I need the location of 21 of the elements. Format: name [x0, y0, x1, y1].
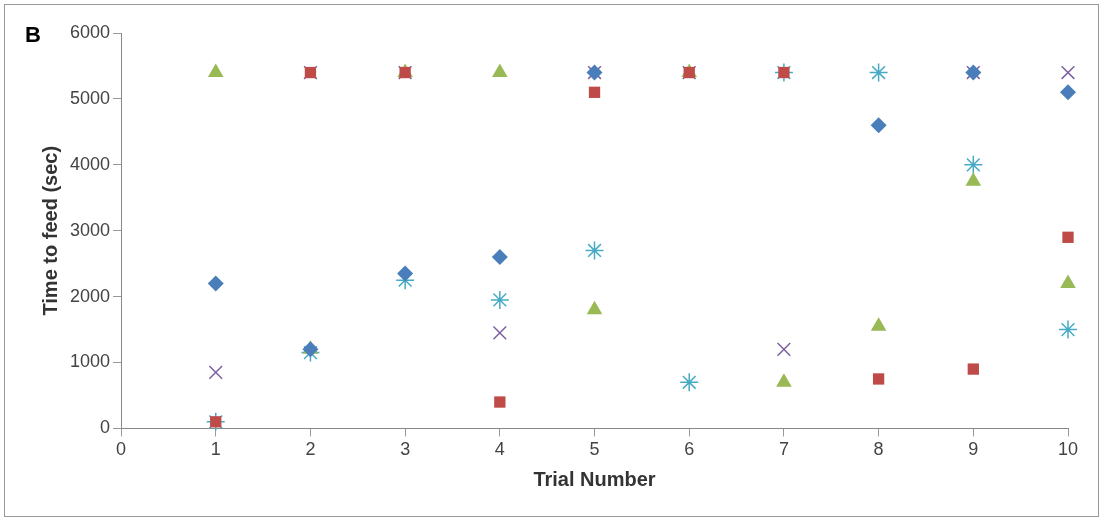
y-tick-label: 2000 — [70, 285, 111, 306]
y-axis-title: Time to feed (sec) — [38, 145, 61, 316]
x-tick-label: 5 — [589, 439, 600, 460]
x-tick-label: 6 — [684, 439, 695, 460]
x-tick-label: 0 — [116, 439, 127, 460]
x-tick-label: 1 — [210, 439, 221, 460]
y-tick-label: 4000 — [70, 153, 111, 174]
x-tick-label: 8 — [873, 439, 884, 460]
x-axis-title: Trial Number — [533, 467, 656, 490]
x-tick-label: 7 — [778, 439, 789, 460]
y-tick-label: 0 — [100, 417, 111, 438]
y-tick-label: 3000 — [70, 219, 111, 240]
x-tick-label: 2 — [305, 439, 316, 460]
x-tick-label: 3 — [400, 439, 411, 460]
text: B — [25, 22, 41, 48]
x-tick-label: 10 — [1057, 439, 1079, 460]
y-tick-label: 6000 — [70, 21, 111, 42]
x-tick-label: 4 — [494, 439, 505, 460]
x-tick-label: 9 — [968, 439, 979, 460]
y-tick-label: 1000 — [70, 351, 111, 372]
y-tick-label: 5000 — [70, 87, 111, 108]
